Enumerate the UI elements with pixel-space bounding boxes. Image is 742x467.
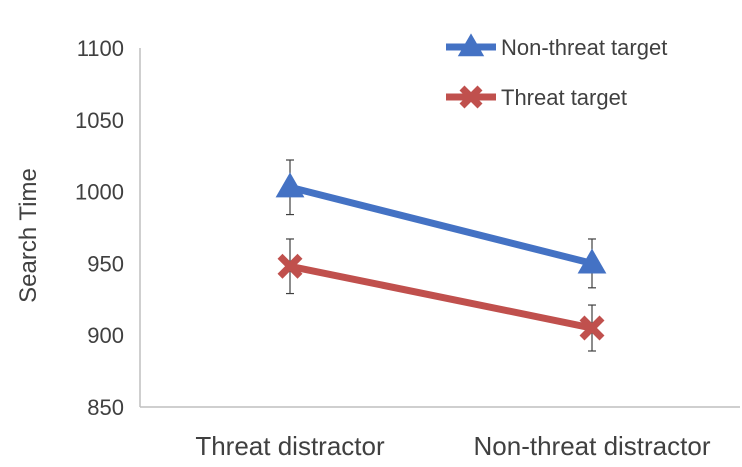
triangle-marker <box>577 248 607 274</box>
series-group <box>277 238 605 352</box>
y-tick-label: 1000 <box>75 180 124 205</box>
x-marker <box>459 85 483 109</box>
legend-item: Non-threat target <box>446 33 667 60</box>
y-axis-ticks: 850 900 950 1000 1050 1100 <box>75 36 124 420</box>
series-line <box>286 183 596 267</box>
triangle-marker <box>457 33 485 57</box>
x-marker <box>277 253 303 279</box>
x-category-label: Non-threat distractor <box>474 431 711 461</box>
x-category-label: Threat distractor <box>195 431 385 461</box>
y-tick-label: 1050 <box>75 108 124 133</box>
legend-label: Non-threat target <box>501 35 667 60</box>
legend-label: Threat target <box>501 85 627 110</box>
x-axis-categories: Threat distractor Non-threat distractor <box>195 431 710 461</box>
y-axis-title: Search Time <box>15 168 42 303</box>
legend-item: Threat target <box>446 85 627 110</box>
y-tick-label: 850 <box>87 395 124 420</box>
x-marker <box>579 315 605 341</box>
legend: Non-threat target Threat target <box>446 33 667 110</box>
series-layer <box>275 159 607 352</box>
series-group <box>275 159 607 289</box>
triangle-marker <box>275 172 305 198</box>
y-tick-label: 950 <box>87 251 124 276</box>
y-tick-label: 900 <box>87 323 124 348</box>
series-line <box>286 262 596 332</box>
y-tick-label: 1100 <box>77 36 124 61</box>
